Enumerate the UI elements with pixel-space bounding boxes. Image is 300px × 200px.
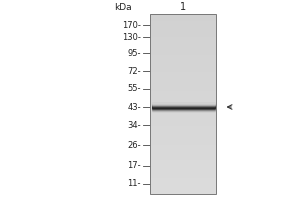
Bar: [150, 185, 216, 187]
Bar: [150, 160, 216, 162]
Bar: [150, 86, 216, 88]
Text: 17-: 17-: [128, 162, 141, 170]
Bar: [150, 167, 216, 169]
Bar: [150, 81, 216, 84]
Bar: [150, 158, 216, 160]
Bar: [150, 41, 216, 43]
Bar: [150, 149, 216, 151]
Text: 1: 1: [180, 2, 186, 12]
Bar: [150, 16, 216, 19]
Bar: [150, 187, 216, 190]
Bar: [150, 68, 216, 70]
Text: 72-: 72-: [128, 66, 141, 75]
Bar: [150, 144, 216, 147]
Bar: [150, 97, 216, 99]
Bar: [150, 189, 216, 192]
Text: 95-: 95-: [128, 48, 141, 58]
Bar: [150, 25, 216, 27]
Bar: [150, 75, 216, 77]
Bar: [150, 122, 216, 124]
Bar: [150, 176, 216, 178]
Bar: [150, 171, 216, 174]
Bar: [150, 21, 216, 23]
Bar: [150, 142, 216, 144]
Bar: [150, 108, 216, 111]
Text: 34-: 34-: [128, 120, 141, 130]
Bar: [150, 34, 216, 36]
Bar: [150, 43, 216, 46]
Bar: [150, 180, 216, 183]
Bar: [150, 102, 216, 104]
Bar: [150, 48, 216, 50]
Bar: [150, 151, 216, 154]
Bar: [150, 66, 216, 68]
Bar: [150, 147, 216, 149]
Bar: [150, 93, 216, 95]
Bar: [150, 129, 216, 131]
Bar: [150, 50, 216, 52]
Bar: [150, 178, 216, 180]
Bar: [150, 165, 216, 167]
Bar: [150, 174, 216, 176]
Bar: [150, 14, 216, 194]
Text: 170-: 170-: [122, 21, 141, 29]
Bar: [150, 120, 216, 122]
Bar: [150, 18, 216, 21]
Bar: [150, 162, 216, 165]
Bar: [150, 23, 216, 25]
Bar: [150, 113, 216, 115]
Text: 55-: 55-: [128, 84, 141, 93]
Bar: [150, 32, 216, 34]
Bar: [150, 133, 216, 136]
Bar: [150, 106, 216, 108]
Bar: [150, 140, 216, 142]
Bar: [150, 30, 216, 32]
Bar: [150, 90, 216, 93]
Bar: [150, 14, 216, 16]
Text: 26-: 26-: [128, 140, 141, 149]
Bar: [150, 131, 216, 133]
Text: 11-: 11-: [128, 180, 141, 188]
Text: 130-: 130-: [122, 32, 141, 42]
Bar: [150, 192, 216, 194]
Bar: [150, 57, 216, 59]
Bar: [150, 169, 216, 171]
Bar: [150, 54, 216, 57]
Bar: [150, 111, 216, 113]
Bar: [150, 63, 216, 66]
Bar: [150, 95, 216, 97]
Bar: [150, 52, 216, 54]
Bar: [150, 27, 216, 30]
Bar: [150, 115, 216, 117]
Bar: [150, 126, 216, 129]
Bar: [150, 99, 216, 102]
Bar: [150, 88, 216, 90]
Bar: [150, 124, 216, 126]
Bar: [150, 104, 216, 106]
Bar: [150, 156, 216, 158]
Bar: [150, 135, 216, 138]
Bar: [150, 84, 216, 86]
Bar: [150, 36, 216, 39]
Bar: [150, 61, 216, 64]
Bar: [150, 45, 216, 48]
Text: kDa: kDa: [114, 2, 132, 11]
Bar: [150, 39, 216, 41]
Text: 43-: 43-: [128, 102, 141, 112]
Bar: [150, 153, 216, 156]
Bar: [150, 183, 216, 185]
Bar: [150, 59, 216, 61]
Bar: [150, 138, 216, 140]
Bar: [150, 72, 216, 75]
Bar: [150, 79, 216, 82]
Bar: [150, 77, 216, 79]
Bar: [150, 117, 216, 120]
Bar: [150, 70, 216, 72]
